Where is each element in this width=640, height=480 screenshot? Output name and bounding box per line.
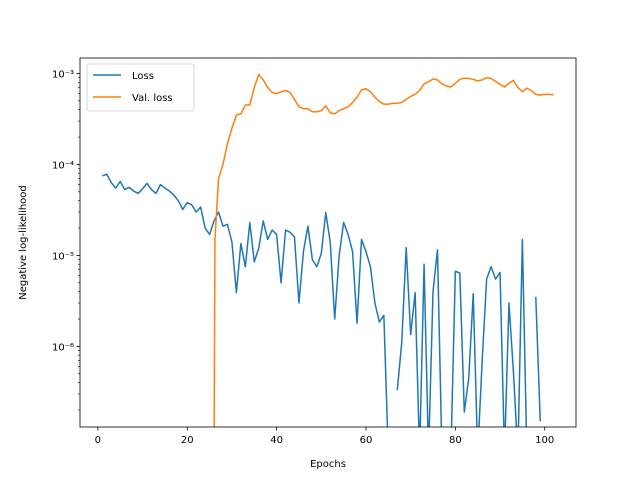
series-line-val-loss — [213, 73, 554, 427]
x-tick-label: 20 — [181, 435, 194, 446]
x-tick-label: 60 — [360, 435, 373, 446]
y-tick-label: 10⁻³ — [52, 69, 74, 80]
y-tick-label: 10⁻⁴ — [52, 160, 74, 171]
x-tick-label: 100 — [535, 435, 554, 446]
x-axis-label: Epochs — [310, 459, 346, 470]
y-axis: 10⁻⁶ 10⁻⁵ 10⁻⁴ 10⁻³ — [52, 69, 80, 411]
plot-frame — [79, 57, 577, 428]
y-tick-label: 10⁻⁵ — [52, 251, 74, 262]
legend-label-loss: Loss — [132, 71, 154, 82]
series-layer — [102, 73, 554, 427]
y-tick-label: 10⁻⁶ — [52, 342, 74, 353]
x-axis: 0 20 40 60 80 100 — [95, 427, 554, 446]
x-tick-label: 40 — [270, 435, 283, 446]
x-tick-label: 0 — [95, 435, 101, 446]
legend-label-val-loss: Val. loss — [132, 93, 173, 104]
x-tick-label: 80 — [449, 435, 462, 446]
legend: Loss Val. loss — [86, 63, 195, 112]
y-axis-label: Negative log-likelihood — [18, 185, 29, 300]
